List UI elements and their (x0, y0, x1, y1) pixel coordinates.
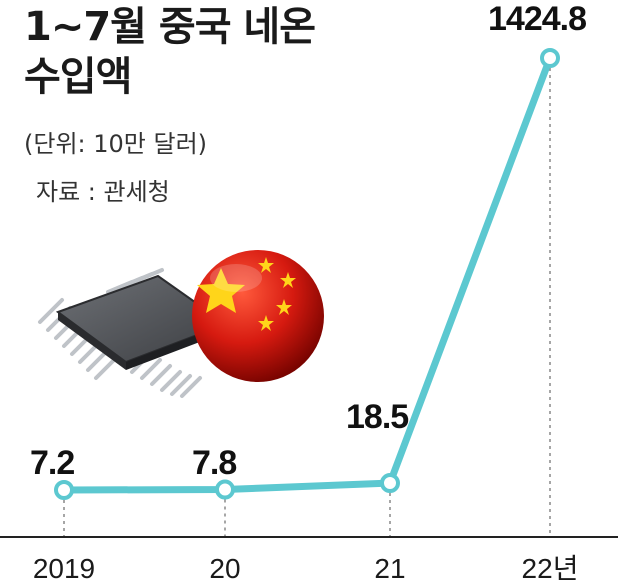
data-label-3: 1424.8 (488, 0, 586, 38)
x-tick-label-3: 22년 (522, 553, 579, 584)
data-point-0 (54, 480, 74, 500)
data-label-0: 7.2 (30, 444, 74, 482)
microchip-icon (38, 268, 229, 398)
data-point-1 (215, 479, 235, 500)
unit-note: (단위: 10만 달러) (24, 130, 208, 158)
source-note: 자료 : 관세청 (36, 178, 170, 206)
x-tick-label-2: 21 (374, 553, 405, 584)
title-line-1: 1~7월 중국 네온 (24, 4, 316, 50)
x-tick-label-1: 20 (209, 553, 240, 584)
data-label-1: 7.8 (192, 444, 236, 482)
china-flag-ball-icon (192, 250, 324, 382)
x-tick-label-0: 2019 (33, 553, 95, 584)
data-point-2 (380, 473, 400, 494)
data-label-2: 18.5 (346, 398, 408, 436)
chart-title: 1~7월 중국 네온 수입액 (24, 2, 316, 102)
title-line-2: 수입액 (24, 54, 132, 100)
data-point-3 (540, 48, 560, 68)
series-line (60, 54, 554, 494)
